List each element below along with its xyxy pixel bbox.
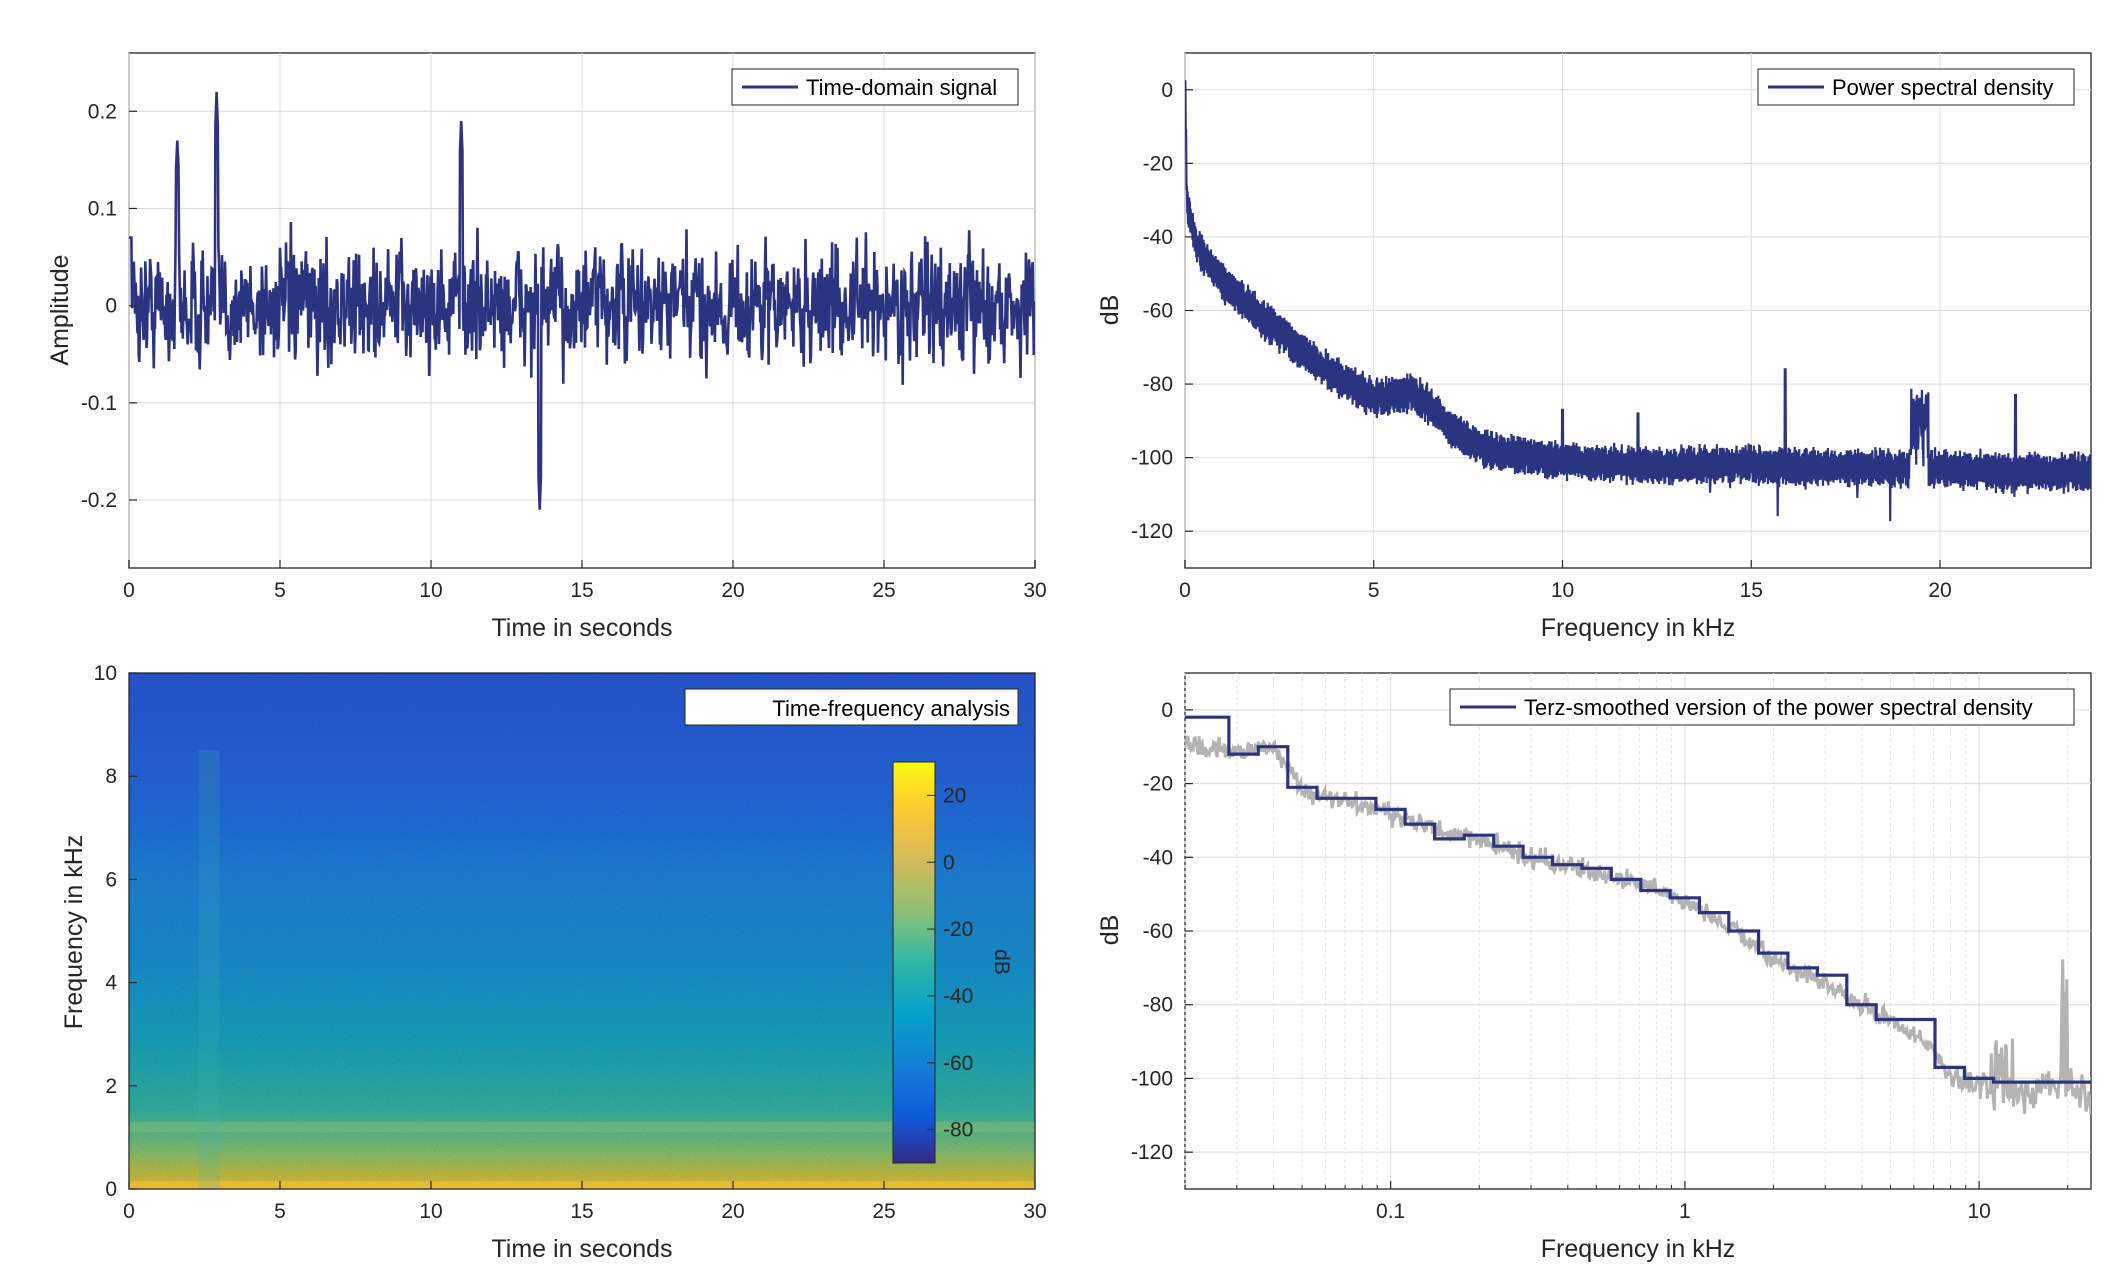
terz-ylabel: dB — [1096, 915, 1124, 946]
colorbar-tick-label: -80 — [943, 1119, 973, 1142]
p2-ytick-label: -80 — [1143, 373, 1173, 396]
time-domain-ylabel: Amplitude — [46, 254, 74, 365]
p2-ytick-label: -60 — [1143, 300, 1173, 323]
p3-ytick-label: 2 — [105, 1075, 117, 1098]
p1-xtick-label: 15 — [570, 579, 593, 602]
p3-xtick-label: 20 — [721, 1200, 744, 1223]
psd-panel: 0 5 10 15 20 0 -20 -40 -60 -80 -100 -120 Frequency… — [1096, 52, 2092, 642]
spectrogram-panel: 0 5 10 15 20 25 30 0 2 4 6 8 10 Time in seconds Fre… — [60, 662, 1047, 1263]
p2-xtick-label: 10 — [1551, 579, 1574, 602]
time-domain-yticks: 0.2 0.1 0 -0.1 -0.2 — [81, 100, 137, 512]
p1-ytick-label: -0.2 — [81, 489, 117, 512]
time-domain-legend-label: Time-domain signal — [806, 75, 997, 100]
p1-xtick-label: 30 — [1023, 579, 1046, 602]
time-domain-signal-line — [129, 91, 1035, 510]
p3-ytick-label: 6 — [105, 868, 117, 891]
p3-xtick-label: 25 — [872, 1200, 895, 1223]
p2-ytick-label: -40 — [1143, 226, 1173, 249]
time-domain-panel: 0 5 10 15 20 25 30 0.2 0.1 0 -0.1 -0.2 Time in sec… — [46, 52, 1047, 642]
spectrogram-legend: Time-frequency analysis — [684, 688, 1019, 726]
p1-ytick-label: 0.1 — [88, 197, 117, 220]
colorbar-tick-label: 20 — [943, 784, 966, 807]
spectrogram-heatmap — [129, 673, 1035, 1189]
p2-ytick-label: -100 — [1131, 447, 1173, 470]
psd-xlabel: Frequency in kHz — [1541, 614, 1736, 642]
p1-ytick-label: 0.2 — [88, 100, 117, 123]
psd-yticks: 0 -20 -40 -60 -80 -100 -120 — [1131, 79, 1193, 543]
p4-ytick-label: 0 — [1161, 699, 1173, 722]
colorbar-tick-label: -60 — [943, 1052, 973, 1075]
p4-ytick-label: -80 — [1143, 994, 1173, 1017]
terz-yticks: 0 -20 -40 -60 -80 -100 -120 — [1131, 699, 1193, 1164]
p2-xtick-label: 0 — [1179, 579, 1191, 602]
p3-ytick-label: 4 — [105, 972, 117, 995]
p1-xtick-label: 25 — [872, 579, 895, 602]
p1-xtick-label: 10 — [419, 579, 442, 602]
p1-ytick-label: 0 — [105, 295, 117, 318]
colorbar-tick-label: -40 — [943, 985, 973, 1008]
psd-legend-label: Power spectral density — [1832, 75, 2053, 100]
time-domain-legend: Time-domain signal — [731, 68, 1019, 106]
colorbar-tick-label: -20 — [943, 918, 973, 941]
p2-ytick-label: 0 — [1161, 79, 1173, 102]
p3-ytick-label: 0 — [105, 1178, 117, 1201]
spectrogram-yticks: 0 2 4 6 8 10 — [94, 662, 137, 1201]
p4-ytick-label: -100 — [1131, 1067, 1173, 1090]
p4-ytick-label: -60 — [1143, 920, 1173, 943]
psd-line — [1185, 79, 2091, 522]
p2-ytick-label: -120 — [1131, 520, 1173, 543]
p1-xtick-label: 5 — [274, 579, 286, 602]
p1-xtick-label: 20 — [721, 579, 744, 602]
terz-xlabel: Frequency in kHz — [1541, 1235, 1736, 1263]
p3-ytick-label: 10 — [94, 662, 117, 685]
p3-ytick-label: 8 — [105, 765, 117, 788]
spectrogram-legend-label: Time-frequency analysis — [772, 696, 1010, 721]
p4-ytick-label: -40 — [1143, 846, 1173, 869]
p3-xtick-label: 30 — [1023, 1200, 1046, 1223]
p2-xtick-label: 20 — [1928, 579, 1951, 602]
p2-ytick-label: -20 — [1143, 152, 1173, 175]
colorbar-tick-label: 0 — [943, 851, 955, 874]
spectrogram-transient — [198, 750, 220, 1189]
colorbar-label: dB — [990, 949, 1013, 975]
p4-ytick-label: -20 — [1143, 773, 1173, 796]
p4-xtick-label: 10 — [1967, 1200, 1990, 1223]
terz-legend: Terz-smoothed version of the power spect… — [1449, 688, 2075, 726]
terz-xticks: 0.1 1 10 — [1376, 1181, 1991, 1223]
spectrogram-ylabel: Frequency in kHz — [60, 835, 88, 1030]
p2-xtick-label: 15 — [1740, 579, 1763, 602]
time-domain-xlabel: Time in seconds — [491, 614, 672, 642]
p3-xtick-label: 15 — [570, 1200, 593, 1223]
spectrogram-band — [129, 1121, 1035, 1133]
p1-xtick-label: 0 — [123, 579, 135, 602]
p3-xtick-label: 0 — [123, 1200, 135, 1223]
p2-xtick-label: 5 — [1368, 579, 1380, 602]
spectrogram-xlabel: Time in seconds — [491, 1235, 672, 1263]
psd-legend: Power spectral density — [1757, 68, 2075, 106]
p4-ytick-label: -120 — [1131, 1141, 1173, 1164]
p4-xtick-label: 0.1 — [1376, 1200, 1405, 1223]
terz-legend-label: Terz-smoothed version of the power spect… — [1524, 695, 2033, 720]
p1-ytick-label: -0.1 — [81, 392, 117, 415]
terz-panel: 0.1 1 10 0 -20 -40 -60 -80 -100 -120 Frequency i… — [1096, 672, 2092, 1263]
terz-grid — [1184, 673, 2091, 1189]
time-domain-xticks: 0 5 10 15 20 25 30 — [123, 560, 1047, 602]
spectrogram-xticks: 0 5 10 15 20 25 30 — [123, 1181, 1047, 1223]
psd-ylabel: dB — [1096, 295, 1124, 326]
psd-xticks: 0 5 10 15 20 — [1179, 560, 1952, 602]
p3-xtick-label: 10 — [419, 1200, 442, 1223]
p3-xtick-label: 5 — [274, 1200, 286, 1223]
colorbar-gradient — [892, 761, 936, 1164]
spectrogram-colorbar: 20 0 -20 -40 -60 -80 dB — [892, 761, 1013, 1164]
colorbar-ticks: 20 0 -20 -40 -60 -80 — [927, 784, 973, 1142]
p4-xtick-label: 1 — [1679, 1200, 1691, 1223]
terz-smoothed-line — [1185, 715, 2091, 1084]
